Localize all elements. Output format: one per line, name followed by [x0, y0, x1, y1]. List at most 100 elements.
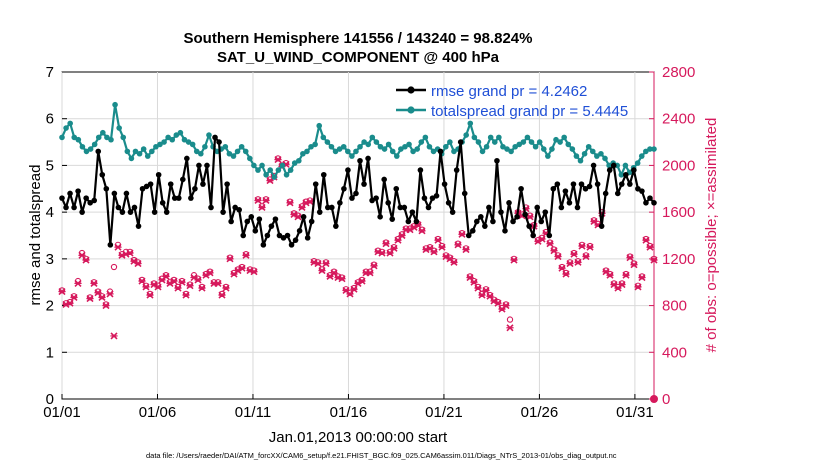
rmse-point [103, 185, 110, 192]
obs-assimilated-marker [570, 250, 578, 258]
obs-possible-marker [298, 203, 306, 210]
obs-possible-marker [222, 283, 230, 291]
totalspread-point [193, 148, 200, 155]
totalspread-point [312, 141, 318, 148]
obs-assimilated-marker [194, 276, 202, 284]
obs-possible-marker [566, 259, 574, 266]
obs-possible-marker [474, 283, 482, 291]
totalspread-point [251, 162, 257, 169]
rmse-point [349, 195, 355, 201]
y-right-tick-label: 400 [662, 344, 687, 361]
rmse-point [236, 207, 242, 213]
obs-assimilated-marker [370, 262, 378, 270]
obs-assimilated-marker [170, 277, 178, 285]
totalspread-point [340, 143, 347, 150]
obs-assimilated-marker [450, 258, 458, 266]
totalspread-point [573, 153, 580, 159]
obs-possible-marker [506, 316, 514, 323]
obs-assimilated-marker [106, 290, 114, 298]
obs-possible-marker [466, 273, 474, 280]
totalspread-point [296, 157, 302, 164]
obs-assimilated-marker [558, 264, 566, 272]
obs-possible-marker [610, 280, 618, 287]
obs-assimilated-marker [70, 293, 78, 301]
rmse-point [248, 214, 255, 220]
obs-possible-marker [626, 253, 634, 260]
rmse-point [135, 223, 142, 229]
totalspread-point [516, 141, 523, 148]
obs-assimilated-marker [126, 249, 134, 257]
rmse-point [494, 157, 500, 164]
obs-assimilated-marker [254, 196, 262, 205]
rmse-point [365, 155, 371, 162]
obs-assimilated-marker [574, 258, 582, 266]
x-tick-label: 01/26 [521, 404, 559, 421]
rmse-point [623, 171, 629, 178]
totalspread-point [185, 139, 192, 145]
totalspread-point [414, 146, 421, 152]
obs-possible-marker [178, 277, 186, 285]
totalspread-point [426, 143, 433, 150]
totalspread-point [500, 143, 506, 150]
rmse-point [337, 200, 343, 206]
totalspread-point [483, 143, 490, 150]
rmse-point [345, 167, 351, 173]
rmse-point [63, 204, 69, 211]
totalspread-point [255, 167, 261, 173]
rmse-point [272, 216, 279, 222]
obs-assimilated-marker [378, 249, 386, 257]
obs-assimilated-marker [606, 271, 614, 279]
rmse-point [111, 190, 118, 197]
totalspread-point [165, 134, 171, 141]
obs-assimilated-marker [350, 285, 358, 293]
rmse-point [224, 181, 230, 187]
obs-assimilated-marker [174, 284, 182, 292]
obs-assimilated-marker [338, 275, 346, 283]
rmse-point [405, 218, 412, 225]
rmse-point [594, 181, 601, 187]
rmse-point [433, 192, 440, 199]
legend-spread-label: totalspread grand pr = 5.4445 [431, 103, 628, 120]
rmse-point [425, 204, 432, 211]
rmse-point [445, 200, 452, 206]
rmse-point [562, 188, 569, 194]
obs-assimilated-marker [458, 230, 466, 238]
obs-possible-marker [554, 252, 562, 259]
totalspread-point [496, 134, 502, 141]
totalspread-point [79, 143, 86, 150]
totalspread-point [561, 134, 567, 141]
rmse-point [526, 223, 532, 229]
totalspread-point [67, 120, 73, 127]
rmse-point [614, 190, 621, 197]
totalspread-point [508, 148, 514, 155]
rmse-point [478, 214, 484, 220]
rmse-point [550, 185, 557, 192]
totalspread-point [169, 136, 176, 143]
obs-assimilated-marker [262, 196, 270, 205]
rmse-point [329, 204, 335, 211]
rmse-point [590, 162, 597, 169]
legend-rmse-label: rmse grand pr = 4.2462 [431, 83, 587, 100]
rmse-point [284, 232, 291, 239]
obs-assimilated-marker [274, 156, 282, 164]
obs-assimilated-marker [390, 244, 398, 252]
rmse-point [296, 228, 303, 234]
rmse-point [308, 218, 315, 225]
obs-assimilated-marker [178, 278, 186, 286]
rmse-point [510, 218, 516, 225]
obs-assimilated-marker [510, 256, 518, 264]
totalspread-point [373, 139, 380, 145]
obs-possible-marker [86, 294, 94, 301]
obs-possible-marker [546, 239, 554, 246]
totalspread-point [643, 148, 649, 155]
obs-possible-marker [454, 240, 462, 247]
totalspread-point [504, 146, 510, 152]
totalspread-point [475, 139, 482, 145]
totalspread-point [557, 139, 563, 145]
obs-possible-marker [478, 290, 486, 298]
rmse-point [316, 209, 323, 215]
obs-assimilated-marker [494, 299, 502, 307]
rmse-point [449, 209, 456, 215]
rmse-point [522, 211, 528, 218]
obs-possible-marker [110, 263, 118, 271]
